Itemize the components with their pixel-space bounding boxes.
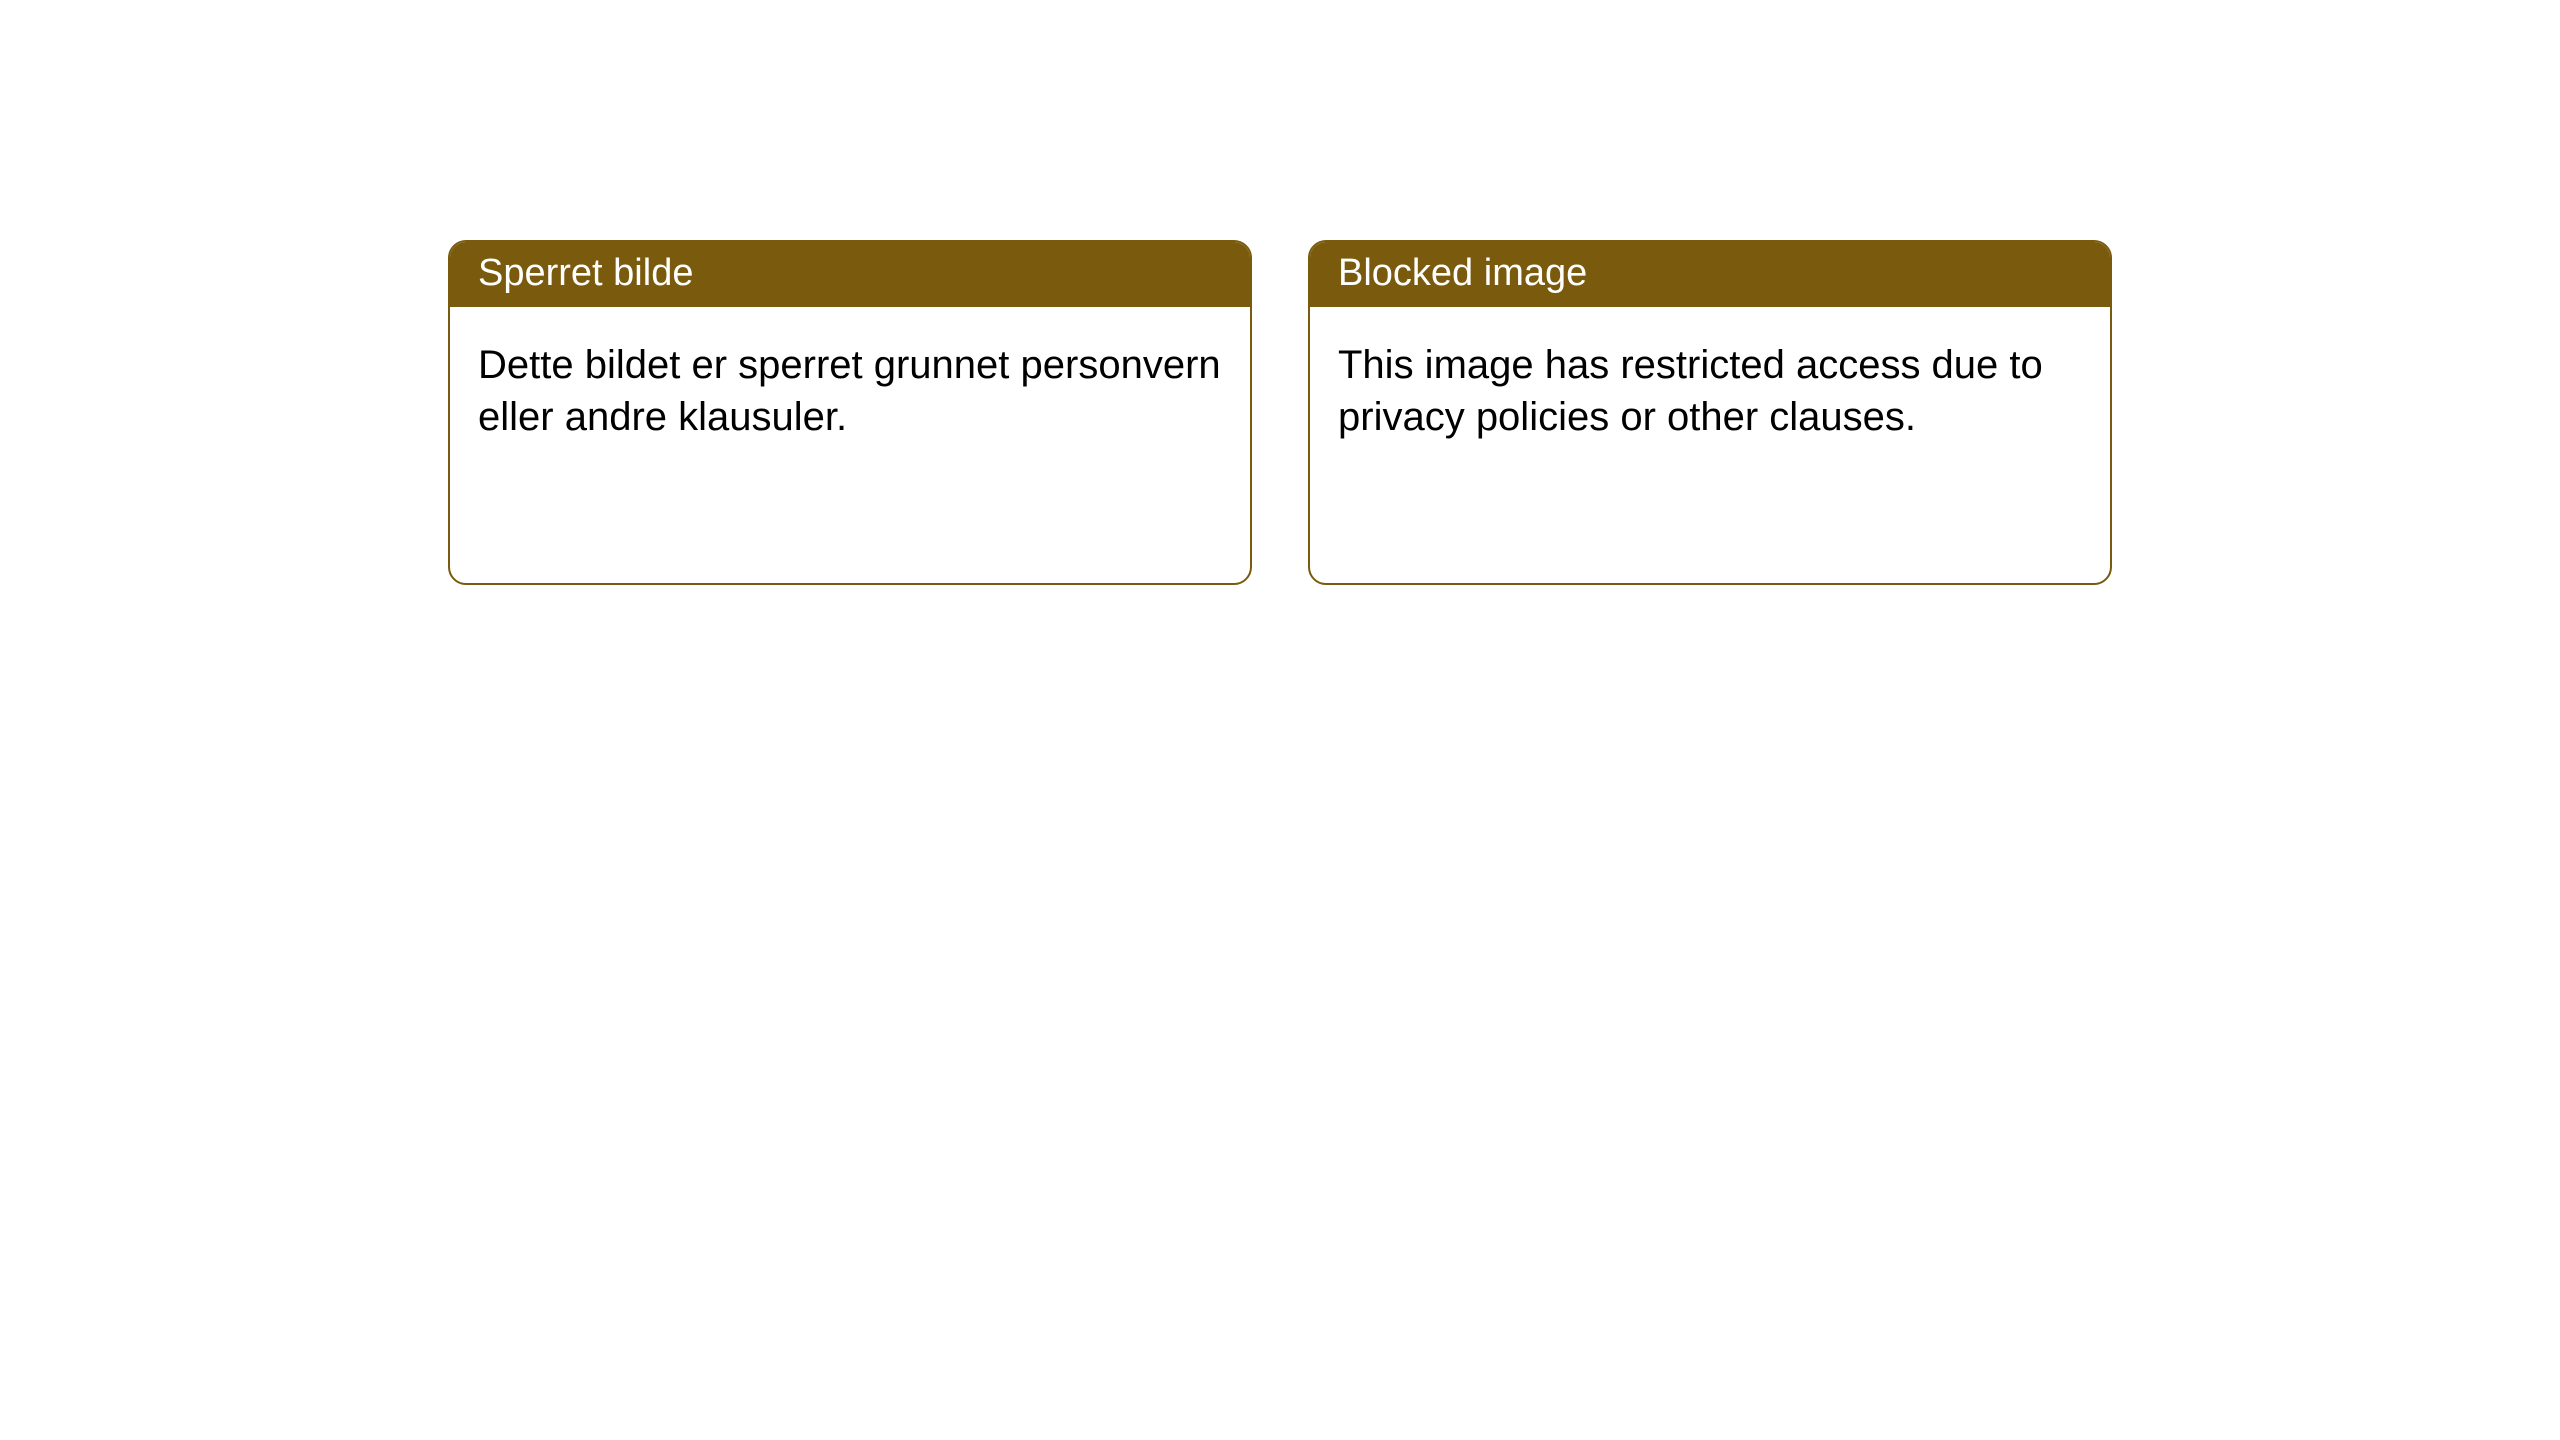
notice-title: Sperret bilde xyxy=(478,252,693,294)
notice-message: Dette bildet er sperret grunnet personve… xyxy=(478,343,1221,439)
notice-header: Sperret bilde xyxy=(450,242,1250,307)
notice-card-english: Blocked image This image has restricted … xyxy=(1308,240,2112,585)
notice-body: Dette bildet er sperret grunnet personve… xyxy=(450,307,1250,583)
notice-message: This image has restricted access due to … xyxy=(1338,343,2043,439)
notice-header: Blocked image xyxy=(1310,242,2110,307)
notice-body: This image has restricted access due to … xyxy=(1310,307,2110,583)
notice-card-norwegian: Sperret bilde Dette bildet er sperret gr… xyxy=(448,240,1252,585)
notice-title: Blocked image xyxy=(1338,252,1587,294)
notice-container: Sperret bilde Dette bildet er sperret gr… xyxy=(448,240,2112,585)
